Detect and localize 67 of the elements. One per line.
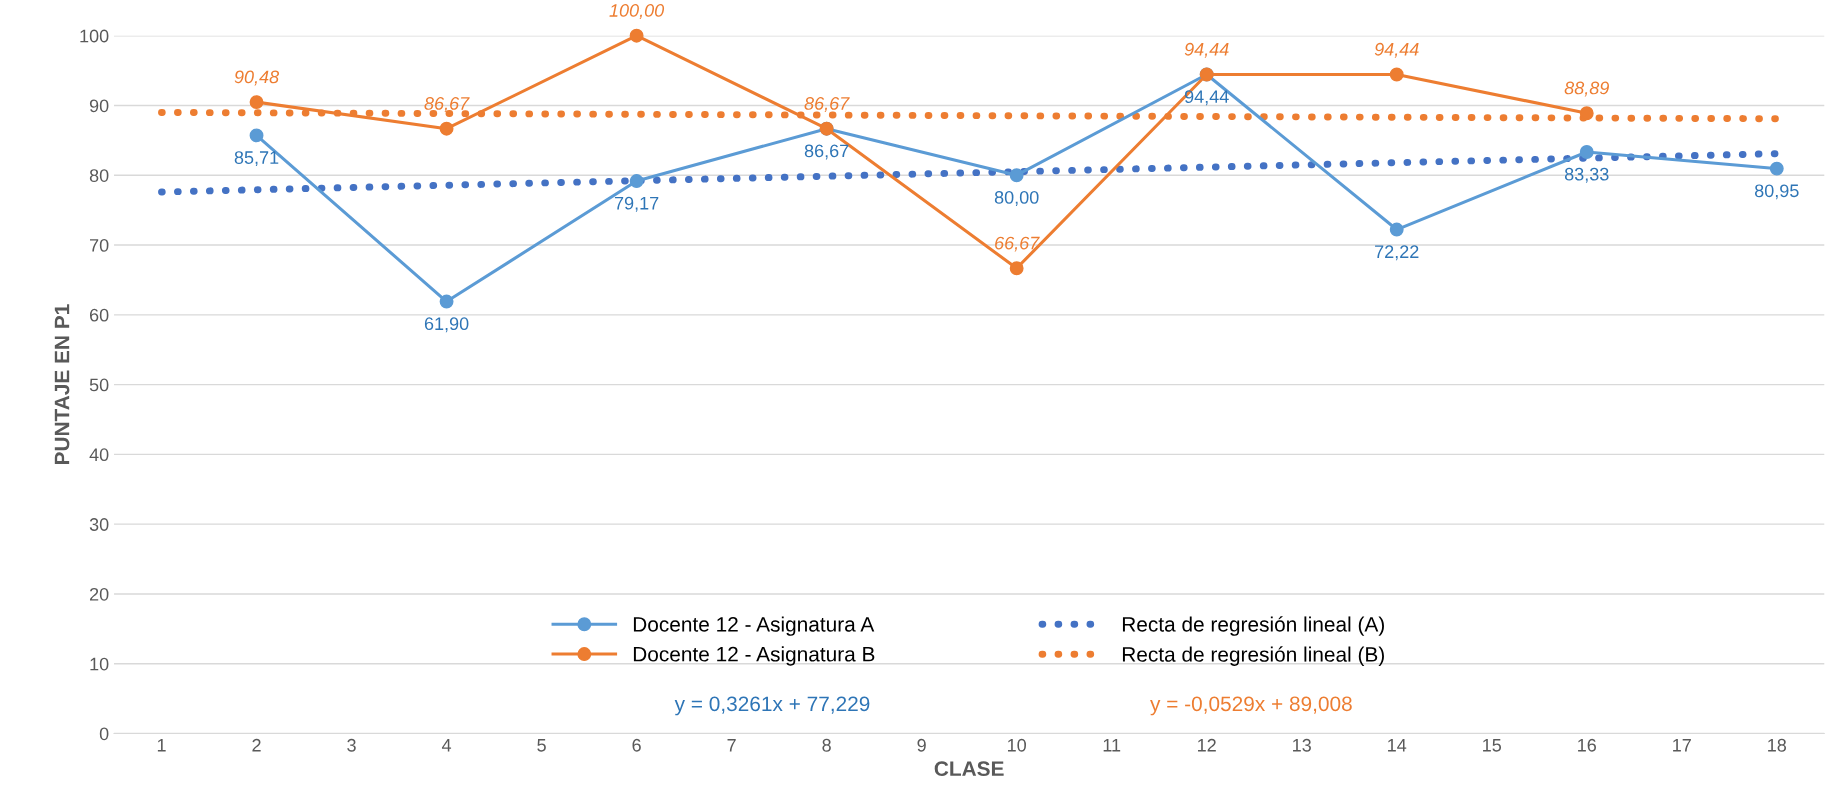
annotation: y = -0,0529x + 89,008 [1150, 696, 1352, 716]
y-tick-label: 30 [89, 518, 109, 531]
data-label: 86,67 [804, 97, 850, 112]
data-label: 85,71 [234, 151, 279, 167]
x-tick-label: 13 [1293, 738, 1311, 752]
legend-label: Recta de regresión lineal (A) [1122, 616, 1384, 636]
x-tick-label: 12 [1198, 738, 1216, 752]
point [249, 95, 264, 110]
data-label: 94,44 [1184, 42, 1229, 58]
data-label: 80,95 [1754, 184, 1799, 200]
data-label: 83,33 [1564, 167, 1609, 183]
legend-label: Docente 12 - Asignatura A [633, 616, 875, 636]
data-label: 86,67 [804, 144, 849, 160]
x-tick-label: 5 [537, 739, 546, 752]
x-tick-label: 11 [1103, 739, 1121, 752]
x-axis-title: CLASE [934, 761, 1004, 777]
point [1389, 67, 1404, 82]
point [1579, 145, 1594, 159]
x-tick-label: 16 [1578, 738, 1596, 752]
point [439, 294, 454, 309]
point [1009, 168, 1024, 183]
point [439, 121, 454, 136]
data-label: 80,00 [994, 191, 1039, 206]
y-tick-label: 60 [89, 308, 109, 322]
annotation: y = 0,3261x + 77,229 [674, 696, 870, 716]
data-label: 90,48 [234, 70, 280, 86]
x-tick-label: 2 [252, 738, 261, 752]
data-label: 79,17 [614, 196, 659, 212]
y-tick-label: 20 [89, 587, 109, 601]
data-label: 94,44 [1184, 90, 1229, 106]
point [629, 174, 644, 188]
legend-label: Recta de regresión lineal (B) [1122, 646, 1384, 666]
point [629, 28, 644, 43]
y-tick-label: 10 [90, 657, 109, 671]
y-axis-title: PUNTAJE EN P1 [54, 304, 70, 465]
x-tick-label: 18 [1768, 738, 1787, 752]
data-label: 61,90 [424, 317, 469, 333]
y-tick-label: 50 [89, 378, 109, 392]
x-tick-label: 8 [822, 738, 831, 752]
point [1769, 161, 1784, 176]
data-label: 88,89 [1564, 81, 1609, 97]
point [249, 128, 264, 143]
point [1009, 261, 1024, 276]
y-tick-label: 70 [90, 238, 109, 252]
x-tick-label: 10 [1008, 738, 1026, 752]
x-tick-label: 3 [347, 738, 356, 752]
data-label: 100,00 [609, 4, 665, 19]
x-tick-label: 15 [1483, 739, 1502, 752]
y-tick-label: 0 [99, 727, 109, 741]
x-tick-label: 7 [727, 739, 736, 752]
data-label: 72,22 [1375, 245, 1419, 261]
x-tick-label: 9 [917, 738, 926, 752]
x-tick-label: 14 [1388, 739, 1407, 752]
x-tick-label: 4 [441, 739, 452, 752]
x-tick-label: 6 [632, 738, 641, 752]
y-tick-label: 40 [89, 448, 109, 462]
point [1579, 106, 1594, 121]
x-tick-label: 1 [157, 739, 166, 752]
x-tick-label: 17 [1673, 739, 1691, 752]
data-label: 66,67 [995, 236, 1040, 252]
data-label: 94,44 [1374, 42, 1419, 58]
y-tick-label: 80 [89, 169, 109, 182]
legend-label: Docente 12 - Asignatura B [633, 646, 875, 666]
y-tick-label: 90 [89, 99, 109, 113]
data-label: 86,67 [424, 97, 470, 112]
point [1389, 222, 1404, 237]
y-tick-label: 100 [80, 29, 109, 43]
